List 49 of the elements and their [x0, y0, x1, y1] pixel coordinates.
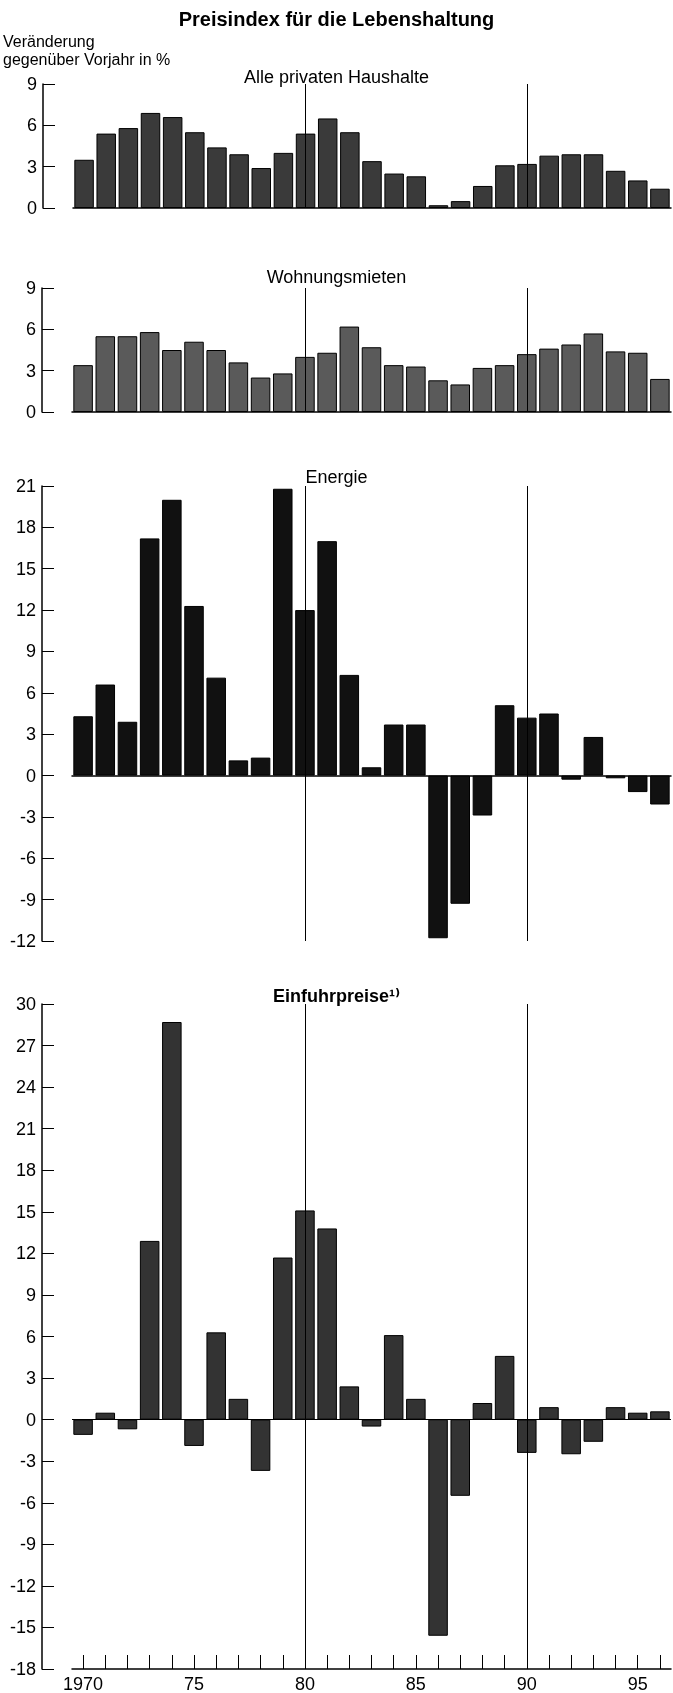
y-tick-label: 27	[15, 1035, 36, 1056]
y-tick-label: 9	[25, 278, 36, 298]
x-tick-label: 85	[405, 1674, 426, 1693]
y-tick-label: 12	[15, 1243, 36, 1264]
chart-title: Einfuhrpreise¹⁾	[272, 986, 401, 1006]
y-tick-label: 12	[15, 600, 36, 621]
y-tick-label: -15	[9, 1617, 36, 1638]
y-tick-label: -9	[19, 889, 36, 910]
y-tick-label: 6	[26, 115, 37, 136]
y-tick-label: -6	[19, 848, 36, 869]
y-tick-label: 9	[25, 1284, 36, 1305]
y-tick-label: 18	[15, 517, 36, 538]
y-tick-label: -6	[19, 1492, 36, 1513]
y-tick-label: -9	[19, 1534, 36, 1555]
y-tick-label: 6	[25, 1326, 36, 1347]
y-tick-label: 18	[15, 1160, 36, 1181]
x-tick-label: 1970	[63, 1674, 104, 1693]
y-tick-label: 24	[15, 1077, 36, 1098]
y-tick-label: 0	[26, 198, 37, 218]
chart-title: Preisindex für die Lebenshaltung	[178, 8, 495, 30]
y-tick-label: 6	[25, 682, 36, 703]
y-tick-label: -12	[9, 1575, 36, 1596]
y-tick-label: 21	[15, 1118, 36, 1139]
y-axis-title: Veränderung gegenüber Vorjahr in %	[3, 32, 171, 68]
y-tick-label: 3	[25, 1368, 36, 1389]
y-tick-label: -3	[19, 1451, 36, 1472]
y-tick-label: 3	[25, 724, 36, 745]
y-tick-label: 21	[15, 476, 36, 496]
y-tick-label: 9	[26, 74, 37, 94]
y-tick-label: 15	[15, 1201, 36, 1222]
y-tick-label: 0	[25, 765, 36, 786]
x-tick-label: 90	[516, 1674, 537, 1693]
x-tick-label: 80	[294, 1674, 315, 1693]
x-tick-label: 75	[184, 1674, 205, 1693]
y-tick-label: 9	[25, 641, 36, 662]
y-tick-label: 15	[15, 558, 36, 579]
y-tick-label: 3	[26, 156, 37, 177]
y-tick-label: -3	[19, 806, 36, 827]
y-tick-label: 30	[15, 994, 36, 1014]
chart-subtitle: Alle privaten Haushalte	[243, 67, 430, 87]
chart-title: Energie	[305, 467, 368, 487]
y-tick-label: 0	[25, 402, 36, 422]
y-tick-label: 6	[25, 319, 36, 340]
y-tick-label: -12	[9, 931, 36, 951]
y-tick-label: -18	[9, 1659, 36, 1679]
y-tick-label: 0	[25, 1409, 36, 1430]
chart-title: Wohnungsmieten	[266, 267, 407, 287]
x-tick-label: 95	[627, 1674, 648, 1693]
y-tick-label: 3	[25, 360, 36, 381]
